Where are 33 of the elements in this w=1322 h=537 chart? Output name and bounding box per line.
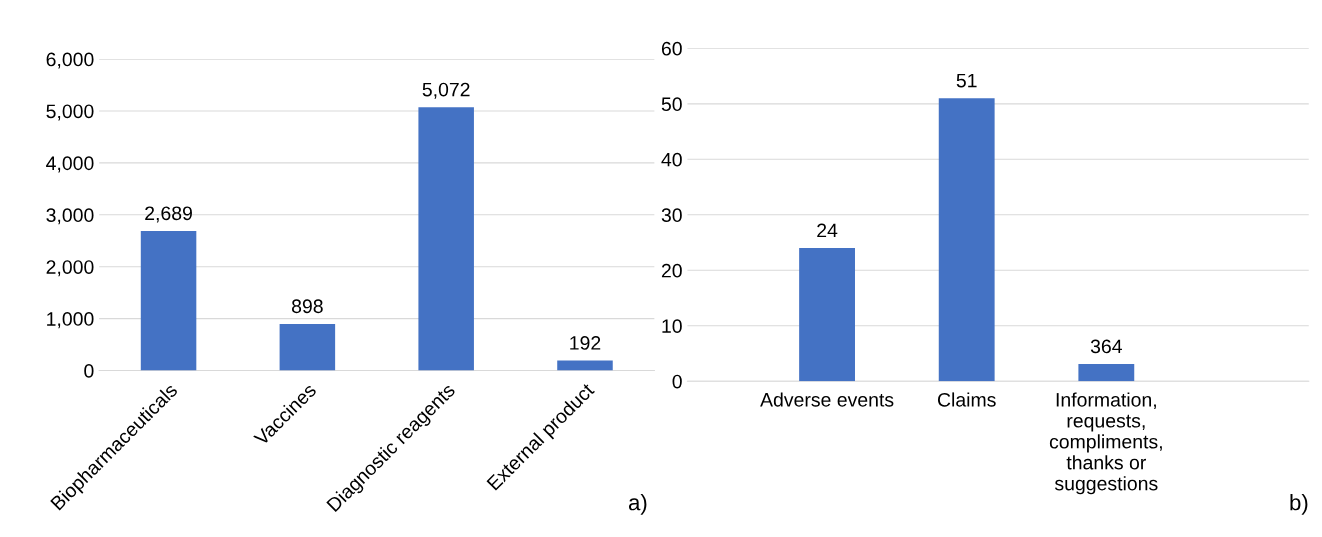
y-tick-label: 60	[661, 41, 682, 56]
y-tick-label: 2,000	[46, 260, 94, 277]
x-tick-label: Information, requests, compliments, thanks or suggestions	[1049, 392, 1162, 495]
data-label: 2,689	[145, 206, 192, 223]
y-tick-label: 20	[661, 263, 682, 278]
y-tick-label: 30	[661, 208, 682, 223]
data-label: 192	[570, 336, 601, 350]
y-tick-label: 0	[672, 374, 682, 389]
y-tick-label: 6,000	[46, 52, 94, 69]
x-tick-label: Claims	[937, 392, 996, 407]
x-tick-label: Adverse events	[760, 392, 894, 407]
bar	[418, 107, 474, 371]
data-label: 24	[817, 223, 838, 238]
y-tick-label: 4,000	[46, 156, 94, 173]
data-label: 898	[291, 299, 323, 314]
bar	[140, 230, 197, 371]
data-label: 51	[956, 73, 977, 88]
y-tick-label: 5,000	[46, 104, 94, 121]
data-label: 5,072	[422, 82, 470, 99]
y-tick-label: 1,000	[47, 312, 94, 329]
bar	[799, 248, 855, 382]
text: a)	[628, 494, 647, 515]
bar	[1078, 364, 1135, 382]
y-tick-label: 10	[662, 319, 682, 334]
bar	[557, 360, 613, 371]
bar	[279, 323, 336, 371]
bar	[938, 98, 995, 382]
y-tick-label: 3,000	[46, 208, 94, 225]
y-tick-label: 0	[84, 364, 94, 378]
y-tick-label: 40	[661, 152, 682, 167]
y-tick-label: 50	[661, 97, 682, 112]
text: b)	[1290, 494, 1308, 515]
annotation: 364	[1090, 339, 1122, 354]
